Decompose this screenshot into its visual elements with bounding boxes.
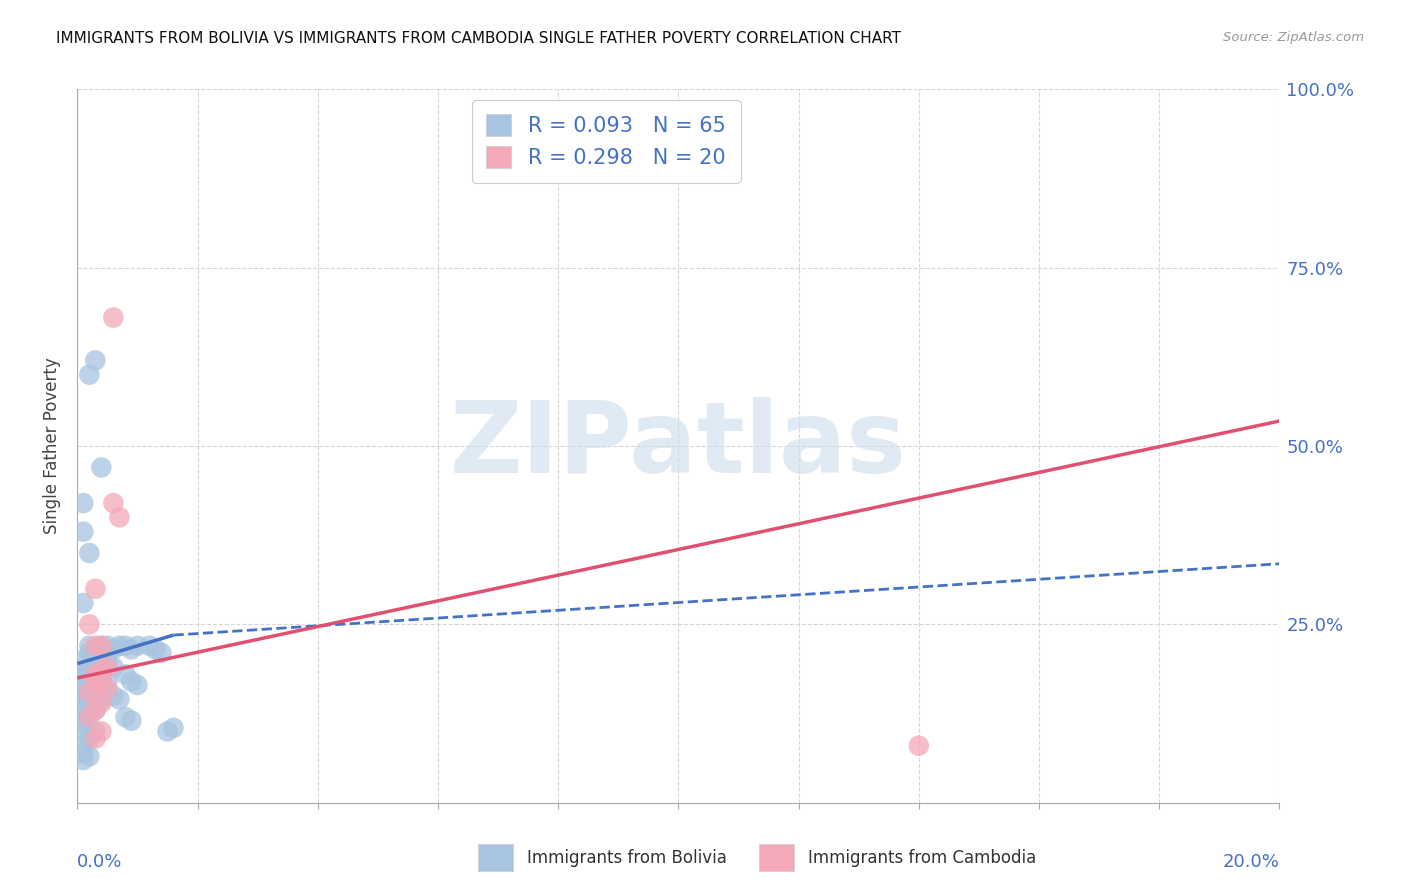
Point	[90, 674, 112, 689]
Point	[103, 689, 125, 703]
Bar	[759, 844, 794, 871]
Point	[79, 731, 101, 746]
Point	[90, 664, 112, 678]
Point	[114, 667, 136, 681]
Point	[127, 639, 149, 653]
Point	[84, 667, 107, 681]
Point	[138, 639, 160, 653]
Point	[72, 653, 94, 667]
Point	[72, 689, 94, 703]
Point	[84, 667, 107, 681]
Text: ZIPatlas: ZIPatlas	[450, 398, 907, 494]
Point	[72, 671, 94, 685]
Point	[145, 642, 167, 657]
Point	[114, 710, 136, 724]
Point	[90, 681, 112, 696]
Point	[84, 724, 107, 739]
Point	[120, 642, 142, 657]
Y-axis label: Single Father Poverty: Single Father Poverty	[44, 358, 62, 534]
Point	[90, 671, 112, 685]
Point	[72, 681, 94, 696]
Point	[79, 706, 101, 721]
Point	[162, 721, 184, 735]
Point	[908, 739, 931, 753]
Text: Immigrants from Bolivia: Immigrants from Bolivia	[527, 848, 727, 866]
Point	[72, 596, 94, 610]
Point	[79, 710, 101, 724]
Point	[72, 496, 94, 510]
Point	[90, 724, 112, 739]
Point	[84, 649, 107, 664]
Point	[79, 667, 101, 681]
Point	[79, 368, 101, 382]
Point	[72, 724, 94, 739]
Point	[156, 724, 179, 739]
Point	[84, 703, 107, 717]
Point	[96, 639, 118, 653]
Point	[103, 496, 125, 510]
Point	[108, 510, 131, 524]
Point	[84, 703, 107, 717]
Point	[90, 653, 112, 667]
Point	[96, 674, 118, 689]
Point	[150, 646, 173, 660]
Point	[79, 660, 101, 674]
Point	[84, 353, 107, 368]
Point	[79, 692, 101, 706]
Point	[72, 524, 94, 539]
Point	[84, 678, 107, 692]
Point	[108, 692, 131, 706]
Point	[79, 646, 101, 660]
Point	[120, 674, 142, 689]
Point	[108, 639, 131, 653]
Point	[96, 681, 118, 696]
Point	[72, 664, 94, 678]
Point	[72, 685, 94, 699]
Point	[72, 710, 94, 724]
Point	[90, 639, 112, 653]
Point	[103, 310, 125, 325]
Point	[127, 678, 149, 692]
Point	[96, 685, 118, 699]
Text: IMMIGRANTS FROM BOLIVIA VS IMMIGRANTS FROM CAMBODIA SINGLE FATHER POVERTY CORREL: IMMIGRANTS FROM BOLIVIA VS IMMIGRANTS FR…	[56, 31, 901, 46]
Point	[72, 717, 94, 731]
Point	[84, 689, 107, 703]
Point	[90, 639, 112, 653]
Point	[103, 642, 125, 657]
Text: Immigrants from Cambodia: Immigrants from Cambodia	[808, 848, 1036, 866]
Text: 0.0%: 0.0%	[77, 853, 122, 871]
Legend: R = 0.093   N = 65, R = 0.298   N = 20: R = 0.093 N = 65, R = 0.298 N = 20	[472, 100, 741, 183]
Point	[72, 739, 94, 753]
Text: Source: ZipAtlas.com: Source: ZipAtlas.com	[1223, 31, 1364, 45]
Point	[96, 646, 118, 660]
Point	[90, 642, 112, 657]
Point	[96, 660, 118, 674]
Point	[103, 660, 125, 674]
Point	[84, 582, 107, 596]
Point	[120, 714, 142, 728]
Point	[84, 678, 107, 692]
Point	[72, 746, 94, 760]
Point	[79, 749, 101, 764]
Point	[79, 639, 101, 653]
Point	[90, 696, 112, 710]
Point	[79, 685, 101, 699]
Point	[90, 460, 112, 475]
Point	[96, 657, 118, 671]
Bar	[478, 844, 513, 871]
Text: 20.0%: 20.0%	[1223, 853, 1279, 871]
Point	[84, 731, 107, 746]
Point	[72, 703, 94, 717]
Point	[79, 617, 101, 632]
Point	[79, 546, 101, 560]
Point	[79, 696, 101, 710]
Point	[84, 696, 107, 710]
Point	[84, 639, 107, 653]
Point	[114, 639, 136, 653]
Point	[90, 692, 112, 706]
Point	[72, 753, 94, 767]
